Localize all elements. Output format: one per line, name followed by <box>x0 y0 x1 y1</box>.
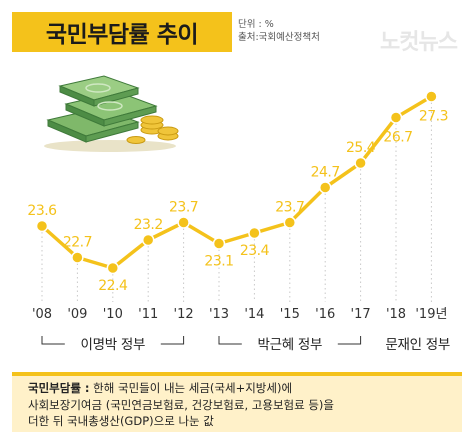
period-label: 문재인 정부 <box>385 337 450 353</box>
data-point <box>318 181 332 194</box>
period-bracket: 이명박 정부 <box>41 336 185 353</box>
data-label: 23.7 <box>275 200 304 216</box>
data-label: 25.4 <box>346 140 376 156</box>
x-tick-label: '14 <box>244 307 264 322</box>
period-label: 박근혜 정부 <box>258 337 323 353</box>
period-label: 이명박 정부 <box>81 337 146 353</box>
definition-line-2: 사회보장기여금 (국민연금보험료, 건강보험료, 고용보험료 등)을 <box>28 397 334 412</box>
x-tick-label: '17 <box>351 307 371 322</box>
definition-line-1: 한해 국민들이 내는 세금(국세+지방세)에 <box>93 381 293 395</box>
chart-meta: 단위 : % 출처:국회예산정책처 <box>238 18 320 44</box>
data-label: 23.4 <box>240 243 270 259</box>
data-label: 22.7 <box>63 235 92 251</box>
series-line <box>40 94 433 270</box>
x-tick-label: '13 <box>209 307 229 322</box>
x-tick-label: '15 <box>280 307 300 322</box>
x-tick-label: '18 <box>386 307 406 322</box>
line-chart: 23.6 22.7 22.4 23.2 23.7 23.1 23.4 23.7 24.7 25.4… <box>27 90 450 353</box>
watermark-logo: 노컷뉴스 <box>380 30 458 55</box>
data-point <box>35 219 49 233</box>
data-label: 23.1 <box>204 254 233 270</box>
data-label: 23.7 <box>169 200 198 216</box>
x-tick-label: '08 <box>32 307 52 322</box>
data-label: 23.6 <box>27 203 57 219</box>
data-label: 26.7 <box>383 130 412 146</box>
data-point <box>71 251 84 264</box>
x-tick-label: '10 <box>103 307 123 322</box>
definition-box: 국민부담률 : 한해 국민들이 내는 세금(국세+지방세)에 사회보장기여금 (… <box>12 372 462 432</box>
data-point <box>106 261 120 275</box>
data-point <box>212 237 226 250</box>
x-tick-label: '12 <box>174 307 194 322</box>
x-tick-label: '16 <box>315 307 335 322</box>
data-point <box>177 216 190 229</box>
page-title: 국민부담률 추이 <box>12 12 232 52</box>
period-bracket: 박근혜 정부 <box>218 336 362 353</box>
data-point <box>425 90 438 103</box>
data-label: 23.2 <box>134 217 163 233</box>
source-label: 출처:국회예산정책처 <box>238 32 320 43</box>
data-label: 24.7 <box>311 165 340 181</box>
x-tick-label: '19년 <box>415 307 447 322</box>
money-stack-icon <box>44 75 179 152</box>
data-point <box>389 111 403 124</box>
period-bracket: 문재인 정부 <box>385 337 450 353</box>
data-point <box>141 233 155 247</box>
data-label: 22.4 <box>98 278 128 294</box>
data-label: 27.3 <box>419 109 448 125</box>
definition-line-3: 더한 뒤 국내총생산(GDP)으로 나눈 값 <box>28 414 214 428</box>
definition-term: 국민부담률 : <box>28 381 90 395</box>
data-point <box>283 216 297 229</box>
unit-label: 단위 : % <box>238 19 274 30</box>
x-tick-label: '09 <box>67 307 87 322</box>
data-point <box>354 156 367 170</box>
x-tick-label: '11 <box>138 307 158 322</box>
data-point <box>248 226 261 240</box>
